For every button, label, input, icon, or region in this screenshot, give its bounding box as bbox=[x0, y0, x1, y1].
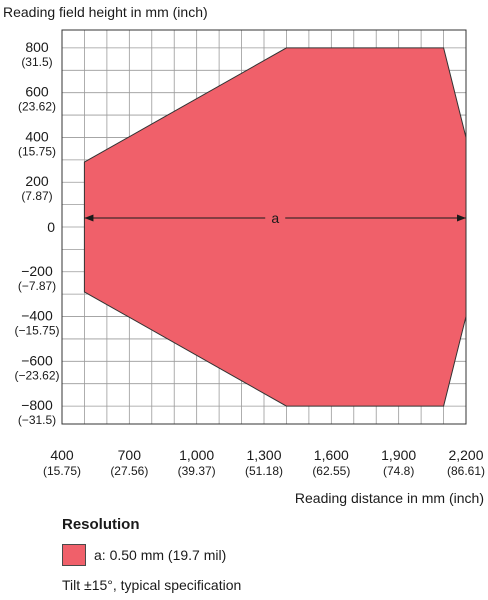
x-tick-label: 1,600 bbox=[314, 447, 349, 463]
legend-title: Resolution bbox=[62, 516, 140, 533]
x-tick-sublabel: (39.37) bbox=[178, 464, 216, 478]
y-tick-label: −600 bbox=[21, 352, 53, 368]
y-tick-label: 600 bbox=[25, 84, 49, 100]
plot-frame bbox=[61, 29, 467, 425]
y-tick-label: 0 bbox=[47, 219, 55, 235]
y-tick-sublabel: (15.75) bbox=[18, 144, 56, 158]
y-tick-sublabel: (−7.87) bbox=[18, 279, 56, 293]
y-tick-label: −800 bbox=[21, 397, 53, 413]
legend: Resolution a: 0.50 mm (19.7 mil) Tilt ±1… bbox=[62, 516, 241, 593]
y-tick-label: 400 bbox=[25, 128, 49, 144]
x-tick-label: 1,300 bbox=[246, 447, 281, 463]
y-tick-sublabel: (−15.75) bbox=[14, 324, 59, 338]
y-tick-sublabel: (−23.62) bbox=[14, 368, 59, 382]
reading-field-chart: Reading field height in mm (inch) a 800(… bbox=[3, 4, 485, 506]
annotation-label: a bbox=[271, 210, 279, 226]
y-tick-label: 800 bbox=[25, 39, 49, 55]
legend-swatch bbox=[62, 544, 86, 566]
y-tick-labels: 800(31.5) 600(23.62) 400(15.75) 200(7.87) 0 −… bbox=[14, 39, 59, 427]
x-tick-sublabel: (62.55) bbox=[312, 464, 350, 478]
y-axis-title: Reading field height in mm (inch) bbox=[3, 4, 208, 20]
y-tick-sublabel: (31.5) bbox=[21, 55, 52, 69]
x-tick-sublabel: (27.56) bbox=[110, 464, 148, 478]
x-tick-label: 1,900 bbox=[381, 447, 416, 463]
x-tick-sublabel: (15.75) bbox=[43, 464, 81, 478]
x-tick-label: 400 bbox=[50, 447, 74, 463]
x-tick-labels: 400(15.75) 700(27.56) 1,000(39.37) 1,300(51… bbox=[43, 447, 485, 478]
y-tick-sublabel: (7.87) bbox=[21, 189, 52, 203]
y-tick-label: −400 bbox=[21, 308, 53, 324]
x-tick-label: 1,000 bbox=[179, 447, 214, 463]
dimension-annotation: a bbox=[84, 210, 466, 226]
x-tick-label: 2,200 bbox=[448, 447, 483, 463]
arrowhead-right bbox=[457, 214, 466, 222]
legend-note: Tilt ±15°, typical specification bbox=[62, 577, 242, 593]
reading-field-area bbox=[83, 47, 467, 407]
x-tick-sublabel: (51.18) bbox=[245, 464, 283, 478]
y-tick-sublabel: (−31.5) bbox=[18, 413, 56, 427]
legend-item: a: 0.50 mm (19.7 mil) bbox=[62, 543, 241, 567]
arrowhead-left bbox=[84, 214, 94, 222]
x-axis-title: Reading distance in mm (inch) bbox=[295, 490, 484, 506]
series-area bbox=[83, 47, 467, 407]
x-tick-sublabel: (74.8) bbox=[383, 464, 414, 478]
y-tick-label: −200 bbox=[21, 263, 53, 279]
x-tick-label: 700 bbox=[118, 447, 142, 463]
y-tick-label: 200 bbox=[25, 173, 49, 189]
legend-item-label: a: 0.50 mm (19.7 mil) bbox=[94, 547, 227, 563]
y-tick-sublabel: (23.62) bbox=[18, 100, 56, 114]
x-tick-sublabel: (86.61) bbox=[447, 464, 485, 478]
